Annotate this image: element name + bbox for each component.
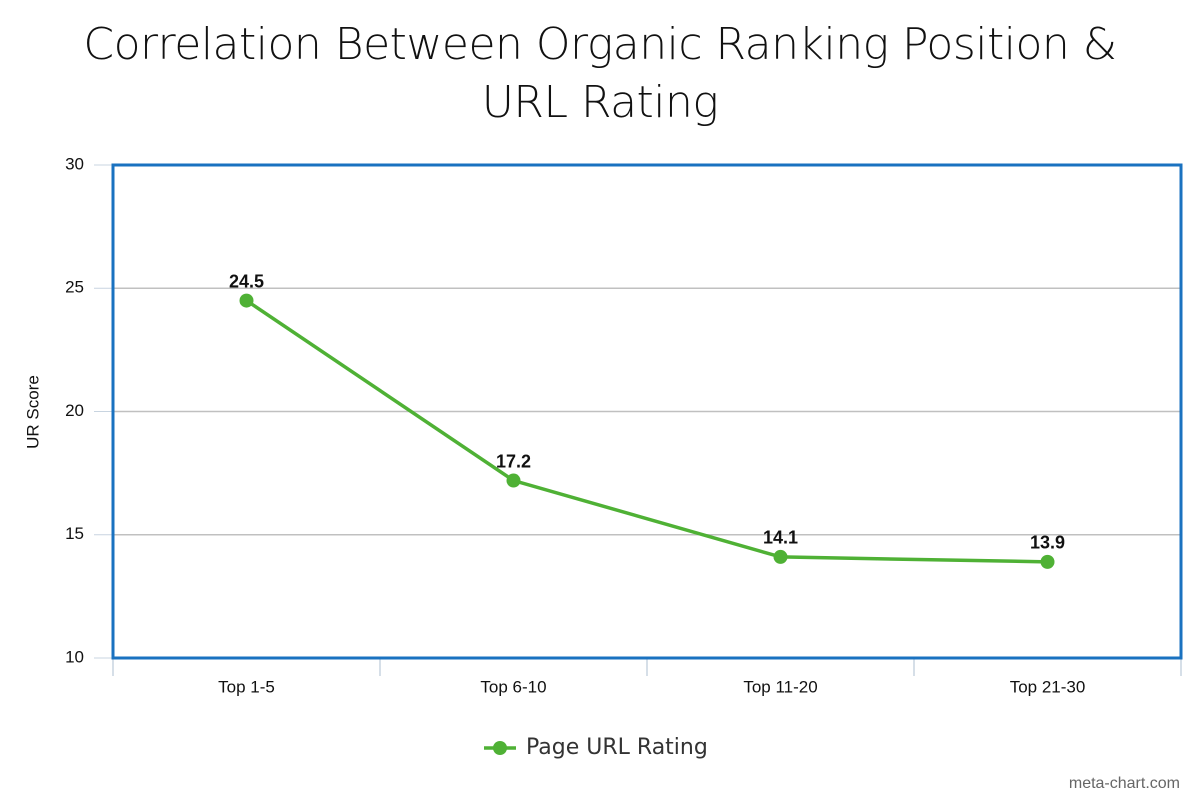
y-tick-label: 30 bbox=[65, 154, 84, 173]
y-tick-label: 20 bbox=[65, 401, 84, 420]
data-label: 13.9 bbox=[1030, 533, 1065, 553]
credit: meta-chart.com bbox=[1069, 775, 1180, 792]
data-label: 14.1 bbox=[763, 528, 798, 548]
legend-label: Page URL Rating bbox=[526, 735, 708, 760]
y-axis-label: UR Score bbox=[23, 375, 42, 449]
x-tick-label: Top 1-5 bbox=[218, 677, 275, 696]
point bbox=[506, 473, 521, 488]
point bbox=[239, 293, 254, 308]
data-label: 17.2 bbox=[496, 451, 531, 471]
y-tick-label: 10 bbox=[65, 647, 84, 666]
plot-border bbox=[111, 163, 1183, 660]
x-tick-label: Top 21-30 bbox=[1010, 677, 1086, 696]
point bbox=[1040, 554, 1055, 569]
data-label: 24.5 bbox=[229, 271, 264, 291]
legend-marker bbox=[493, 741, 507, 755]
y-tick-label: 15 bbox=[65, 524, 84, 543]
line bbox=[245, 299, 1048, 564]
y-tick-label: 25 bbox=[65, 278, 84, 297]
x-tick-label: Top 11-20 bbox=[743, 677, 817, 696]
x-tick-label: Top 6-10 bbox=[480, 677, 546, 696]
point bbox=[773, 549, 788, 564]
chart-title: Correlation Between Organic Ranking Posi… bbox=[83, 19, 1117, 128]
